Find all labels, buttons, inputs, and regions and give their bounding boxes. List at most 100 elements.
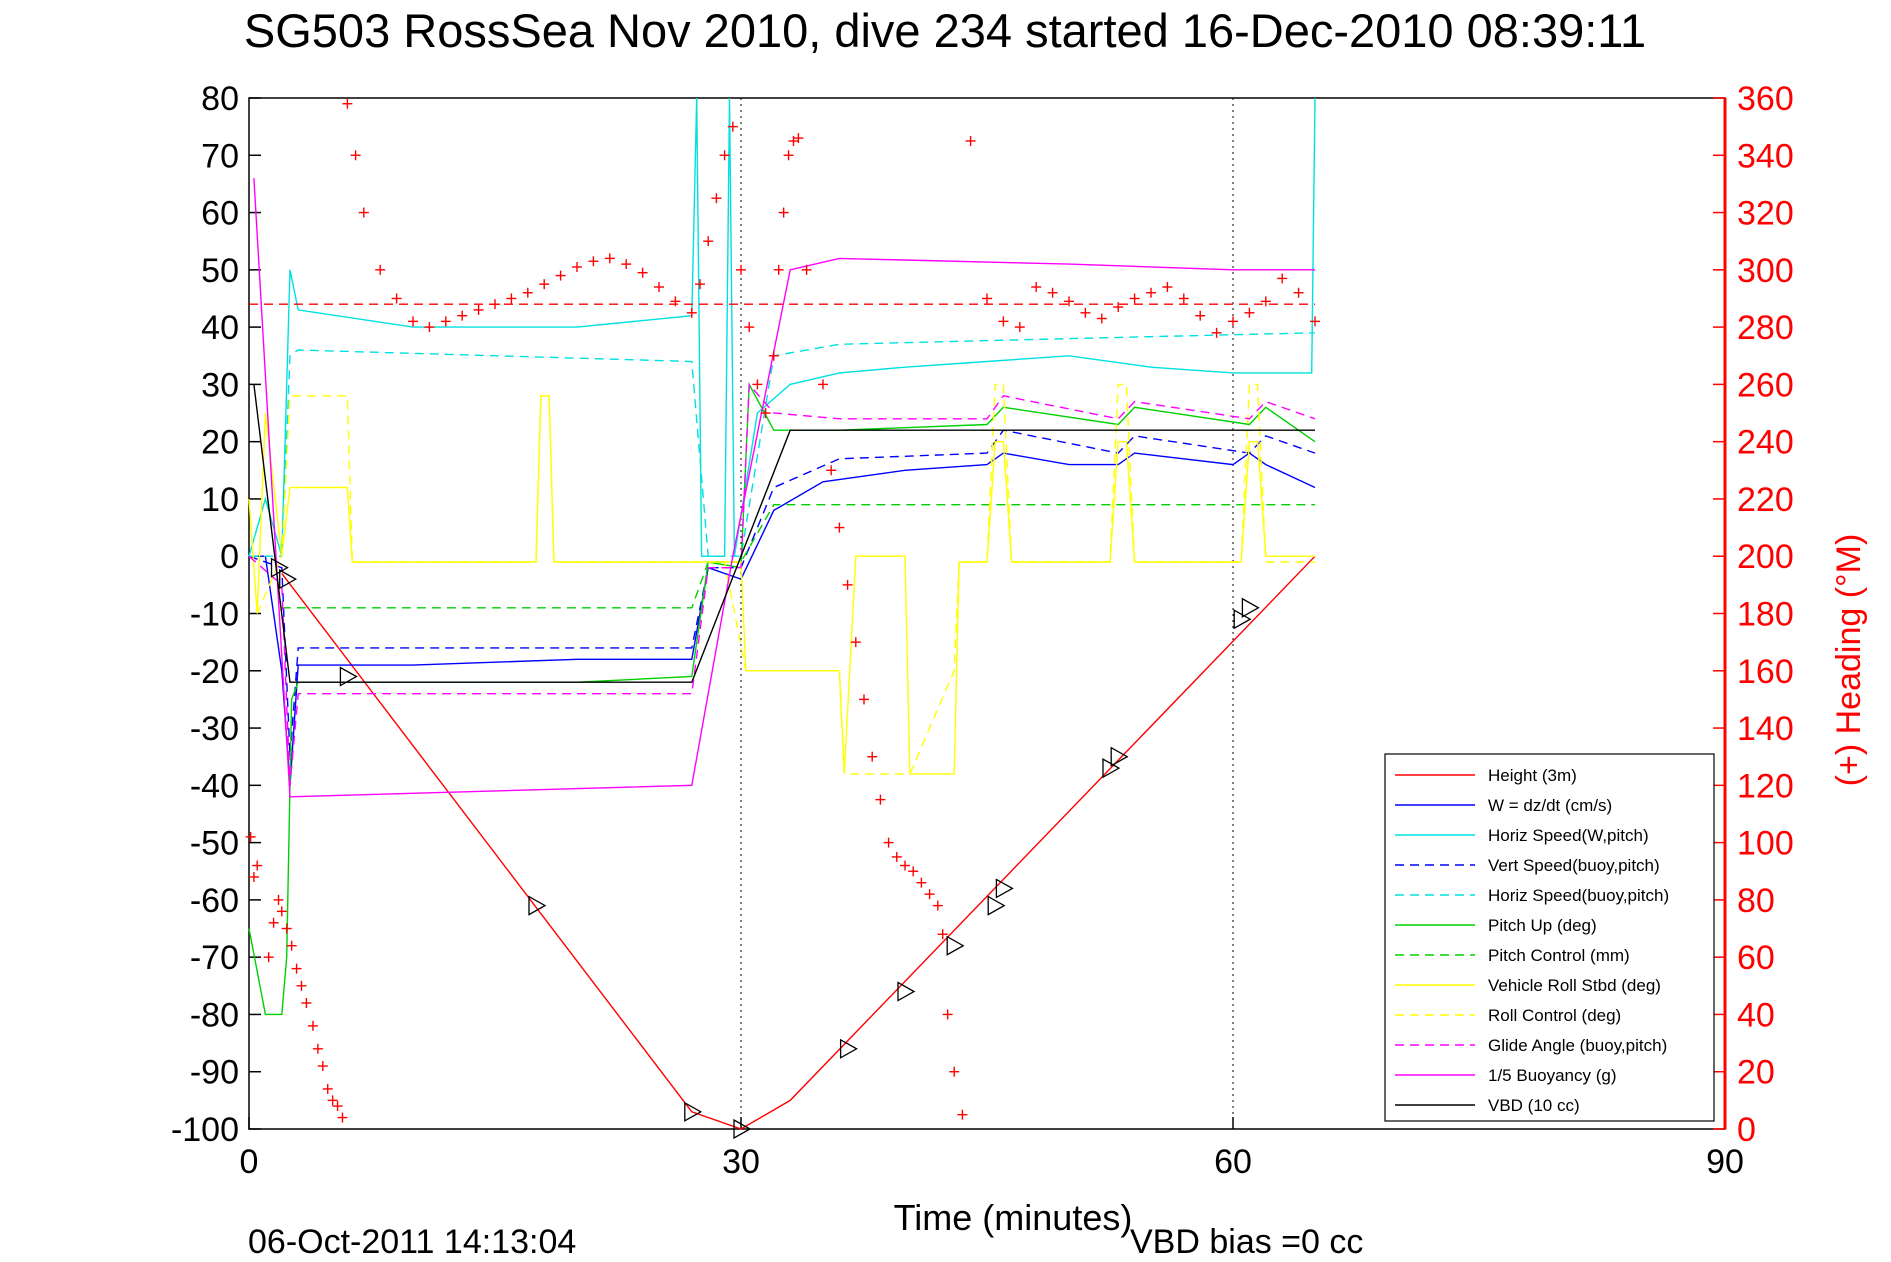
height-marker	[897, 981, 916, 1002]
heading-point	[942, 1009, 953, 1020]
heading-point	[522, 287, 533, 298]
height-marker	[528, 895, 547, 916]
series-layer	[248, 97, 1316, 1130]
heading-point	[908, 866, 919, 877]
heading-point	[1260, 296, 1271, 307]
heading-point	[322, 1083, 333, 1094]
heading-point	[1080, 307, 1091, 318]
y-tick-label: -10	[190, 596, 239, 634]
heading-point	[1129, 293, 1140, 304]
height-marker	[995, 878, 1014, 899]
heading-point	[965, 135, 976, 146]
heading-point	[337, 1112, 348, 1123]
heading-point	[867, 751, 878, 762]
footer-date: 06-Oct-2011 14:13:04	[248, 1223, 576, 1261]
heading-point	[957, 1109, 968, 1120]
heading-point	[760, 408, 771, 419]
y-tick-label: -30	[190, 710, 239, 748]
y-tick-label: -70	[190, 939, 239, 977]
heading-layer	[245, 98, 1320, 1123]
heading-point	[686, 307, 697, 318]
y-right-tick-label: 80	[1737, 882, 1775, 920]
heading-point	[982, 293, 992, 304]
x-axis: 0 30 60 90	[240, 1117, 1744, 1181]
heading-point	[883, 837, 894, 848]
heading-point	[703, 236, 714, 247]
y-right-tick-label: 360	[1737, 80, 1794, 118]
series-roll	[248, 395, 1315, 775]
heading-point	[850, 637, 861, 648]
heading-point	[273, 894, 284, 905]
y-tick-label: 60	[201, 195, 239, 233]
heading-point	[768, 350, 779, 361]
y-right-tick-label: 60	[1737, 939, 1775, 977]
series-vert_buoy	[248, 429, 1316, 757]
heading-point	[998, 316, 1009, 327]
height-marker	[987, 895, 1006, 916]
height-marker	[733, 1118, 752, 1140]
heading-point	[654, 282, 664, 293]
heading-point	[286, 940, 297, 951]
y-tick-label: 70	[201, 137, 239, 175]
heading-point	[621, 259, 632, 270]
heading-point	[1146, 287, 1156, 298]
heading-point	[1244, 307, 1255, 318]
y-axis-right-label: (+) Heading (°M)	[1830, 534, 1868, 787]
heading-point	[327, 1095, 338, 1106]
heading-point	[424, 322, 435, 333]
heading-point	[924, 889, 935, 900]
legend-box	[1384, 753, 1715, 1122]
legend-label-roll_ctrl: Roll Control (deg)	[1488, 1006, 1621, 1025]
heading-point	[276, 906, 287, 917]
heading-point	[1096, 313, 1107, 324]
legend-label-pitch_ctrl: Pitch Control (mm)	[1488, 946, 1630, 965]
heading-point	[793, 133, 804, 144]
height-marker	[1241, 597, 1260, 618]
heading-point	[801, 264, 812, 275]
heading-point	[473, 304, 484, 315]
height-marker	[839, 1038, 858, 1059]
height-marker	[1110, 746, 1129, 767]
legend-label-vert_buoy: Vert Speed(buoy,pitch)	[1488, 856, 1660, 875]
series-vbd	[253, 384, 1315, 683]
heading-point	[1277, 273, 1288, 284]
heading-point	[773, 264, 784, 275]
heading-point	[572, 261, 582, 272]
heading-point	[783, 150, 794, 161]
y-tick-label: 0	[220, 538, 239, 576]
series-horiz_w	[248, 97, 1316, 557]
heading-point	[818, 379, 828, 390]
heading-point	[1014, 322, 1025, 333]
heading-point	[1310, 316, 1320, 327]
heading-point	[637, 267, 648, 278]
heading-point	[937, 929, 948, 940]
heading-point	[440, 316, 451, 327]
heading-point	[350, 150, 361, 161]
heading-point	[900, 860, 910, 871]
heading-point	[604, 253, 615, 264]
heading-point	[296, 980, 307, 991]
marker-layer	[270, 557, 1260, 1140]
series-height	[281, 555, 1316, 1130]
y-right-tick-label: 220	[1737, 481, 1794, 519]
heading-point	[375, 264, 386, 275]
heading-point	[408, 316, 418, 327]
heading-point	[711, 193, 722, 204]
x-tick-label: 90	[1706, 1143, 1744, 1181]
heading-point	[252, 860, 263, 871]
heading-point	[891, 851, 902, 862]
heading-point	[1195, 310, 1206, 321]
heading-point	[301, 997, 312, 1008]
heading-point	[727, 121, 738, 132]
y-right-tick-label: 140	[1737, 710, 1794, 748]
chart-title: SG503 RossSea Nov 2010, dive 234 started…	[244, 4, 1646, 57]
legend-label-glide: Glide Angle (buoy,pitch)	[1488, 1036, 1667, 1055]
heading-point	[1064, 296, 1074, 307]
heading-point	[539, 279, 550, 290]
heading-point	[1211, 327, 1222, 338]
x-tick-label: 60	[1214, 1143, 1252, 1181]
heading-point	[1162, 282, 1173, 293]
height-marker	[339, 666, 358, 687]
series-horiz_buoy	[249, 332, 1316, 557]
heading-point	[744, 322, 755, 333]
